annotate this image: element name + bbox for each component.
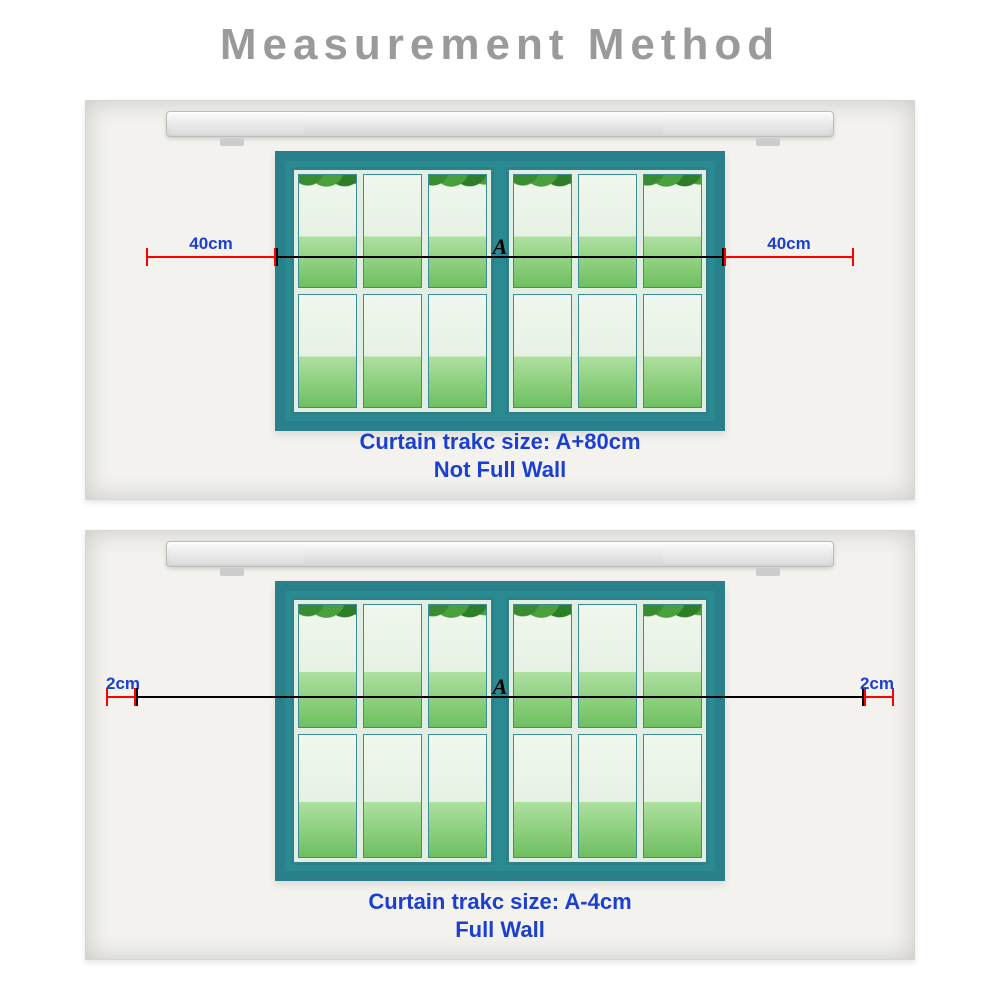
- measure-span: 40cm: [724, 256, 854, 258]
- diagram-not-full-wall: 40cmA40cm Curtain trakc size: A+80cm Not…: [85, 100, 915, 500]
- measure-row: 2cmA2cm: [86, 696, 914, 698]
- curtain-track-icon: [166, 541, 834, 567]
- window-icon: [275, 151, 725, 431]
- measure-span: A: [136, 696, 864, 698]
- measure-label: 2cm: [106, 674, 140, 694]
- caption-line: Curtain trakc size: A+80cm: [86, 429, 914, 455]
- page-title: Measurement Method: [0, 0, 1000, 70]
- measure-span: 2cm: [106, 696, 136, 698]
- caption-not-full-wall: Curtain trakc size: A+80cm Not Full Wall: [86, 427, 914, 483]
- diagram-full-wall: 2cmA2cm Curtain trakc size: A-4cm Full W…: [85, 530, 915, 960]
- measure-label: A: [493, 234, 508, 260]
- measure-label: 40cm: [189, 234, 232, 254]
- measure-label: 2cm: [860, 674, 894, 694]
- measure-label: A: [493, 674, 508, 700]
- measure-span: 40cm: [146, 256, 276, 258]
- caption-line: Full Wall: [86, 917, 914, 943]
- measure-row: 40cmA40cm: [86, 256, 914, 258]
- measure-span: A: [276, 256, 724, 258]
- measure-label: 40cm: [767, 234, 810, 254]
- curtain-track-icon: [166, 111, 834, 137]
- caption-full-wall: Curtain trakc size: A-4cm Full Wall: [86, 887, 914, 943]
- measure-span: 2cm: [864, 696, 894, 698]
- window-icon: [275, 581, 725, 881]
- caption-line: Not Full Wall: [86, 457, 914, 483]
- caption-line: Curtain trakc size: A-4cm: [86, 889, 914, 915]
